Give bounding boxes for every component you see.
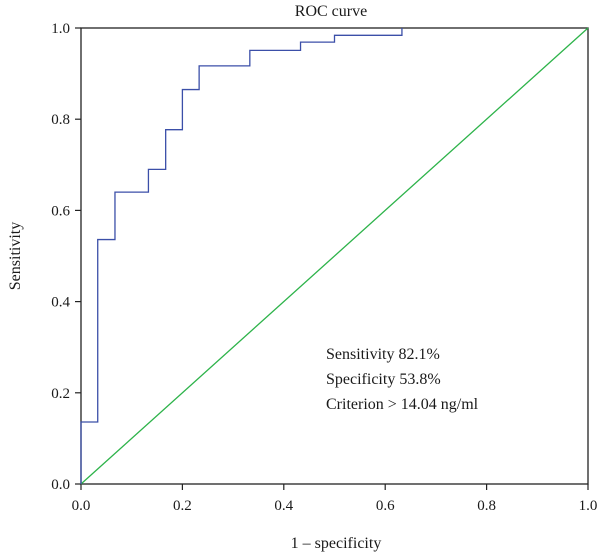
x-tick-label: 0.4 [274, 498, 293, 514]
annotation-text: Criterion > 14.04 ng/ml [326, 396, 479, 413]
chart-title: ROC curve [295, 3, 367, 20]
y-tick-label: 0.2 [51, 386, 70, 402]
x-tick-label: 0.0 [72, 498, 91, 514]
x-tick-label: 0.8 [477, 498, 496, 514]
y-tick-label: 0.8 [51, 112, 70, 128]
x-tick-label: 0.6 [376, 498, 395, 514]
y-tick-label: 0.6 [51, 203, 70, 219]
annotation-text: Specificity 53.8% [326, 371, 441, 388]
x-tick-label: 0.2 [173, 498, 192, 514]
x-tick-label: 1.0 [579, 498, 598, 514]
y-tick-label: 1.0 [51, 21, 70, 37]
annotation-text: Sensitivity 82.1% [326, 346, 440, 363]
plot-frame [80, 27, 589, 485]
x-axis-title: 1 – specificity [291, 535, 382, 552]
y-tick-label: 0.4 [51, 295, 70, 311]
reference-diagonal-line [80, 27, 589, 485]
roc-curve-line [80, 28, 403, 484]
y-axis-title: Sensitivity [7, 222, 24, 290]
y-tick-label: 0.0 [51, 477, 70, 493]
